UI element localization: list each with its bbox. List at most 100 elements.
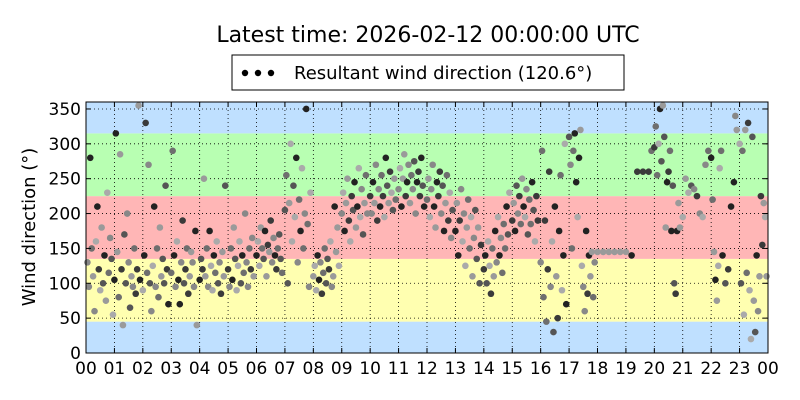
wind-direction-point: [300, 245, 307, 252]
wind-direction-point: [85, 283, 93, 291]
wind-direction-point: [270, 234, 277, 242]
wind-direction-point: [665, 168, 672, 176]
wind-direction-point: [410, 157, 418, 165]
wind-direction-point: [211, 269, 219, 277]
wind-direction-point: [115, 293, 122, 301]
legend-marker-dot: [254, 69, 262, 77]
wind-direction-point: [185, 290, 192, 298]
wind-direction-point: [581, 307, 589, 315]
wind-direction-point: [89, 273, 97, 280]
x-tick-label: 10: [359, 359, 381, 379]
wind-direction-point: [268, 259, 276, 266]
wind-direction-point: [447, 234, 455, 242]
x-tick-label: 14: [473, 359, 495, 379]
wind-direction-point: [213, 238, 221, 245]
wind-direction-point: [342, 199, 350, 207]
x-tick-label: 11: [388, 359, 410, 379]
wind-direction-point: [197, 255, 205, 263]
wind-direction-point: [705, 147, 712, 155]
wind-direction-point: [443, 171, 451, 179]
wind-direction-point: [712, 276, 719, 284]
wind-direction-point: [143, 269, 151, 277]
wind-direction-point: [460, 210, 468, 217]
x-tick-label: 12: [416, 359, 438, 379]
wind-direction-point: [234, 262, 242, 270]
wind-direction-point: [526, 196, 533, 203]
wind-direction-point: [552, 273, 560, 280]
wind-direction-point: [275, 231, 283, 238]
wind-direction-point: [744, 119, 752, 127]
wind-direction-point: [474, 224, 482, 231]
wind-direction-point: [537, 259, 544, 266]
wind-direction-point: [84, 259, 91, 266]
wind-direction-point: [589, 293, 597, 301]
wind-direction-point: [737, 279, 745, 287]
wind-direction-point: [473, 255, 481, 263]
wind-direction-point: [189, 259, 196, 266]
wind-direction-point: [439, 182, 446, 189]
x-tick-label: 03: [160, 359, 182, 379]
wind-direction-point: [385, 199, 392, 207]
wind-direction-point: [231, 255, 239, 263]
wind-direction-point: [520, 203, 527, 210]
wind-direction-point: [409, 185, 417, 193]
grid-lines: [86, 102, 768, 353]
x-tick-label: 07: [274, 359, 296, 379]
wind-direction-point: [739, 147, 746, 155]
wind-direction-point: [427, 185, 435, 193]
wind-direction-point: [713, 297, 721, 305]
wind-direction-point: [335, 262, 343, 270]
wind-direction-point: [366, 192, 374, 200]
x-tick-label: 01: [104, 359, 126, 379]
wind-direction-point: [287, 140, 294, 148]
wind-direction-point: [403, 178, 411, 186]
wind-direction-point: [467, 213, 475, 221]
wind-direction-point: [481, 252, 489, 259]
wind-direction-point: [254, 238, 262, 245]
wind-direction-point: [379, 192, 387, 200]
wind-direction-point: [382, 154, 390, 162]
wind-direction-point: [145, 161, 152, 169]
wind-direction-point: [263, 273, 270, 280]
legend: Resultant wind direction (120.6°): [231, 54, 625, 91]
wind-direction-point: [256, 262, 263, 270]
wind-direction-point: [710, 248, 718, 256]
chart-title: Latest time: 2026-02-12 00:00:00 UTC: [216, 23, 639, 48]
y-axis-label: Wind direction (°): [19, 148, 40, 307]
wind-direction-point: [754, 307, 762, 315]
wind-direction-point: [494, 213, 502, 221]
wind-direction-point: [757, 192, 765, 200]
wind-direction-point: [476, 279, 483, 287]
wind-direction-point: [668, 227, 675, 235]
legend-label: Resultant wind direction (120.6°): [294, 63, 592, 84]
wind-direction-point: [298, 164, 306, 172]
wind-direction-point: [354, 203, 361, 210]
wind-direction-point: [369, 178, 377, 186]
wind-direction-point: [560, 252, 567, 259]
wind-direction-point: [288, 238, 296, 245]
wind-direction-point: [125, 259, 132, 266]
wind-direction-point: [518, 175, 526, 182]
wind-direction-point: [406, 199, 414, 207]
wind-direction-point: [274, 245, 282, 252]
wind-direction-point: [162, 182, 169, 189]
wind-direction-point: [368, 210, 375, 217]
wind-direction-point: [459, 238, 466, 245]
wind-direction-point: [307, 189, 314, 196]
wind-direction-point: [528, 178, 536, 186]
wind-direction-point: [489, 245, 496, 252]
wind-direction-point: [442, 199, 449, 207]
wind-direction-point: [373, 217, 381, 224]
wind-direction-point: [669, 182, 677, 189]
wind-direction-point: [133, 266, 141, 273]
wind-direction-point: [547, 283, 554, 291]
wind-direction-point: [484, 238, 492, 245]
x-tick-label: 21: [672, 359, 694, 379]
wind-direction-point: [139, 286, 147, 294]
wind-direction-point: [733, 126, 741, 134]
wind-direction-point: [200, 175, 208, 182]
wind-direction-point: [445, 217, 452, 224]
wind-direction-point: [294, 259, 302, 266]
x-tick-label: 09: [331, 359, 353, 379]
wind-direction-point: [376, 203, 384, 210]
